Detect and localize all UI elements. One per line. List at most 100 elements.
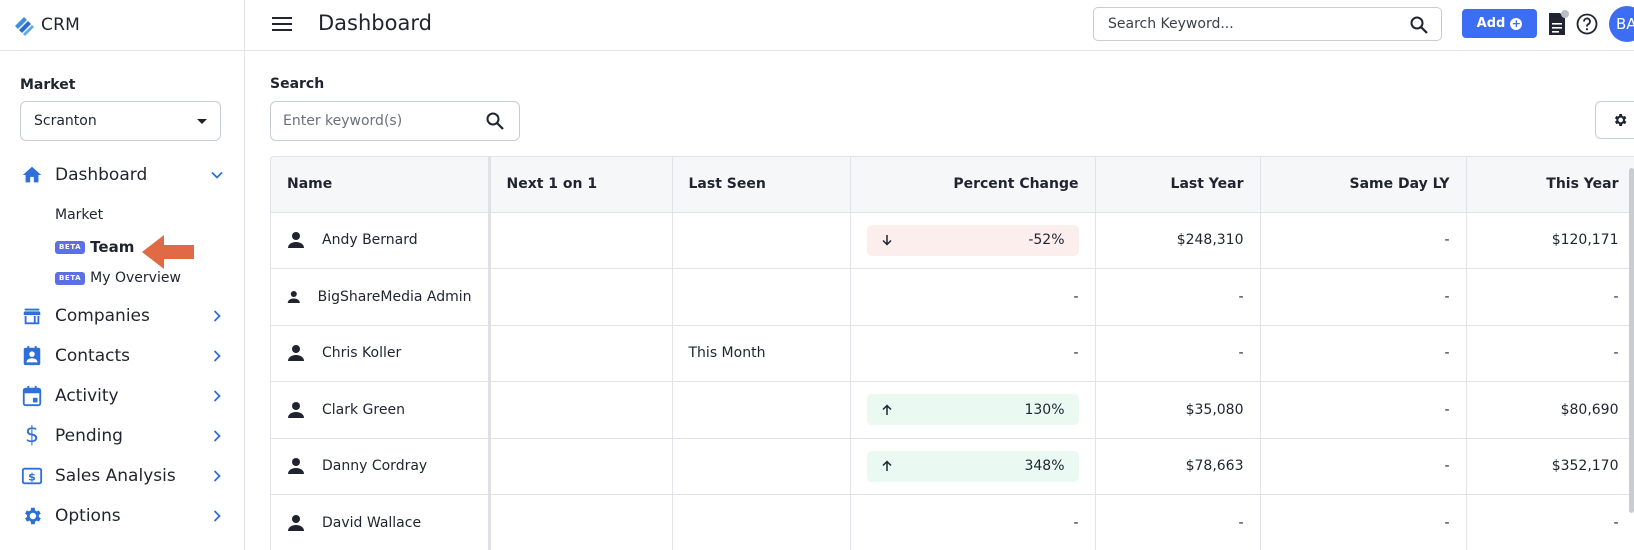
- sidebar-item-label: Contacts: [55, 346, 130, 366]
- percent-change-value: 348%: [1024, 458, 1065, 475]
- table-row[interactable]: Clark Green 130% $35,080 - $80,690: [271, 381, 1634, 439]
- name-cell[interactable]: Chris Koller: [287, 344, 472, 362]
- chevron-right-icon: [213, 430, 221, 442]
- arrow-up-icon: [881, 460, 892, 472]
- contact-card-icon: [21, 345, 43, 367]
- chevron-right-icon: [213, 310, 221, 322]
- notification-dot: [1561, 10, 1569, 18]
- keyword-search-input[interactable]: [283, 113, 473, 129]
- cell-next-1-on-1: [489, 494, 673, 550]
- column-header-last-seen[interactable]: Last Seen: [672, 157, 851, 213]
- cell-this-year: -: [1466, 325, 1634, 382]
- column-header-name[interactable]: Name: [271, 157, 491, 213]
- row-name: Andy Bernard: [322, 232, 418, 249]
- sidebar-item-companies[interactable]: Companies: [0, 299, 244, 333]
- add-button[interactable]: Add +: [1462, 9, 1537, 38]
- sidebar-subitem-team[interactable]: BETA Team: [55, 238, 134, 256]
- chevron-down-icon: [211, 171, 223, 179]
- table-header-row: Name Next 1 on 1 Last Seen Percent Chang…: [271, 157, 1634, 213]
- table-row[interactable]: David Wallace - - - -: [271, 494, 1634, 550]
- sidebar-subitem-label: Team: [90, 238, 135, 256]
- cell-this-year: -: [1466, 268, 1634, 326]
- sidebar-item-label: Options: [55, 506, 121, 526]
- table-row[interactable]: Danny Cordray 348% $78,663 - $352,170: [271, 438, 1634, 495]
- table-row[interactable]: Andy Bernard -52% $248,310 - $120,171: [271, 212, 1634, 269]
- row-name: Clark Green: [322, 401, 405, 418]
- cell-last-year: -: [1095, 268, 1261, 326]
- percent-change-pill: -52%: [866, 224, 1079, 256]
- column-header-same-day-ly[interactable]: Same Day LY: [1260, 157, 1467, 213]
- keyword-search: [270, 101, 520, 141]
- gear-icon: [21, 505, 43, 527]
- row-name: Chris Koller: [322, 345, 402, 362]
- avatar[interactable]: BA: [1609, 6, 1634, 42]
- cell-same-day-ly: -: [1260, 494, 1467, 550]
- person-icon: [288, 514, 304, 531]
- search-icon[interactable]: [485, 111, 505, 131]
- sidebar-item-sales-analysis[interactable]: $ Sales Analysis: [0, 459, 244, 493]
- cell-next-1-on-1: [489, 268, 673, 326]
- column-header-last-year[interactable]: Last Year: [1095, 157, 1261, 213]
- menu-icon[interactable]: [272, 15, 292, 33]
- person-icon: [287, 290, 300, 303]
- cell-same-day-ly: -: [1260, 325, 1467, 382]
- arrow-down-icon: [881, 235, 892, 246]
- sidebar-item-label: Pending: [55, 426, 123, 446]
- table-settings-button[interactable]: [1595, 101, 1634, 139]
- beta-badge: BETA: [55, 271, 86, 285]
- name-cell[interactable]: Clark Green: [287, 401, 472, 419]
- cell-next-1-on-1: [489, 381, 673, 439]
- column-header-percent-change[interactable]: Percent Change: [850, 157, 1096, 213]
- help-icon[interactable]: [1576, 13, 1598, 35]
- sidebar-item-dashboard[interactable]: Dashboard: [0, 158, 244, 192]
- cell-percent-change: -: [850, 268, 1096, 326]
- column-header-next-1-on-1[interactable]: Next 1 on 1: [489, 157, 673, 213]
- sidebar-item-pending[interactable]: $ Pending: [0, 419, 244, 453]
- sidebar-item-options[interactable]: Options: [0, 499, 244, 533]
- table-row[interactable]: BigShareMedia Admin - - - -: [271, 268, 1634, 326]
- person-icon: [288, 232, 304, 249]
- sidebar-item-contacts[interactable]: Contacts: [0, 339, 244, 373]
- search-label: Search: [270, 76, 325, 92]
- cell-this-year: $352,170: [1466, 438, 1634, 495]
- row-name: David Wallace: [322, 514, 422, 531]
- table-row[interactable]: Chris Koller This Month - - - -: [271, 325, 1634, 382]
- percent-change-pill: 348%: [866, 450, 1079, 482]
- column-header-this-year[interactable]: This Year: [1466, 157, 1634, 213]
- global-search-input[interactable]: [1108, 16, 1398, 32]
- percent-change-value: -52%: [1028, 232, 1065, 249]
- cell-last-seen: [672, 438, 851, 495]
- cell-same-day-ly: -: [1260, 212, 1467, 269]
- cell-same-day-ly: -: [1260, 438, 1467, 495]
- document-icon[interactable]: [1547, 12, 1567, 36]
- team-table: Name Next 1 on 1 Last Seen Percent Chang…: [270, 156, 1634, 550]
- cell-last-seen: [672, 381, 851, 439]
- cell-next-1-on-1: [489, 438, 673, 495]
- cell-last-year: $35,080: [1095, 381, 1261, 439]
- search-icon[interactable]: [1409, 15, 1429, 35]
- name-cell[interactable]: Andy Bernard: [287, 231, 472, 249]
- cell-last-seen: This Month: [672, 325, 851, 382]
- dollar-icon: $: [25, 423, 39, 448]
- sidebar-subitem-label: Market: [55, 207, 104, 223]
- market-select-value: Scranton: [34, 113, 97, 129]
- sidebar-item-activity[interactable]: Activity: [0, 379, 244, 413]
- add-button-label: Add: [1476, 16, 1506, 31]
- beta-badge: BETA: [55, 240, 86, 254]
- sales-analysis-icon: $: [21, 465, 43, 487]
- person-icon: [288, 458, 304, 475]
- cell-last-year: -: [1095, 494, 1261, 550]
- name-cell[interactable]: David Wallace: [287, 514, 472, 532]
- market-select[interactable]: Scranton: [20, 101, 221, 141]
- brand[interactable]: CRM: [0, 0, 244, 51]
- name-cell[interactable]: Danny Cordray: [287, 457, 472, 475]
- table-scrollbar[interactable]: [1629, 168, 1634, 513]
- chevron-right-icon: [213, 350, 221, 362]
- sidebar-subitem-market[interactable]: Market: [55, 207, 103, 223]
- sidebar-subitem-my-overview[interactable]: BETA My Overview: [55, 270, 181, 286]
- market-label: Market: [20, 77, 76, 93]
- store-icon: [21, 305, 43, 327]
- sidebar-item-label: Dashboard: [55, 165, 148, 185]
- name-cell[interactable]: BigShareMedia Admin: [287, 288, 472, 306]
- cell-last-year: -: [1095, 325, 1261, 382]
